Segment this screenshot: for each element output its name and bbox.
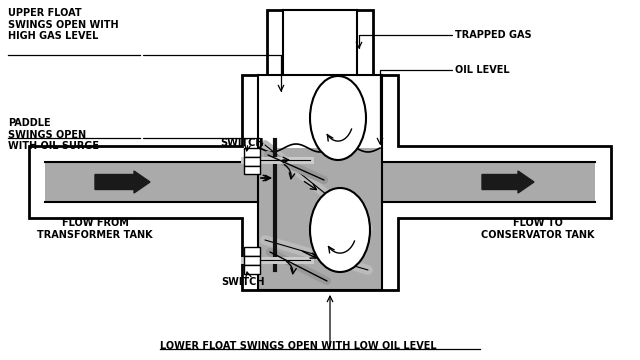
Polygon shape bbox=[244, 256, 260, 265]
Text: PADDLE
SWINGS OPEN
WITH OIL SURGE: PADDLE SWINGS OPEN WITH OIL SURGE bbox=[8, 118, 99, 151]
Text: OIL LEVEL: OIL LEVEL bbox=[455, 65, 509, 75]
FancyArrow shape bbox=[95, 171, 150, 193]
Polygon shape bbox=[29, 10, 611, 290]
Polygon shape bbox=[258, 75, 382, 148]
Text: SWITCH: SWITCH bbox=[220, 138, 264, 148]
Text: SWITCH: SWITCH bbox=[221, 277, 264, 287]
Polygon shape bbox=[244, 265, 260, 274]
Text: TRAPPED GAS: TRAPPED GAS bbox=[455, 30, 532, 40]
Text: UPPER FLOAT
SWINGS OPEN WITH
HIGH GAS LEVEL: UPPER FLOAT SWINGS OPEN WITH HIGH GAS LE… bbox=[8, 8, 118, 41]
Text: FLOW TO
CONSERVATOR TANK: FLOW TO CONSERVATOR TANK bbox=[481, 218, 595, 240]
Text: FLOW FROM
TRANSFORMER TANK: FLOW FROM TRANSFORMER TANK bbox=[37, 218, 153, 240]
Ellipse shape bbox=[310, 76, 366, 160]
Polygon shape bbox=[45, 162, 258, 202]
Polygon shape bbox=[244, 247, 260, 256]
Polygon shape bbox=[382, 162, 595, 202]
Polygon shape bbox=[244, 166, 260, 174]
Ellipse shape bbox=[310, 188, 370, 272]
Polygon shape bbox=[244, 148, 260, 157]
Text: LOWER FLOAT SWINGS OPEN WITH LOW OIL LEVEL: LOWER FLOAT SWINGS OPEN WITH LOW OIL LEV… bbox=[160, 341, 436, 351]
Polygon shape bbox=[283, 10, 357, 75]
Polygon shape bbox=[258, 148, 382, 290]
FancyArrow shape bbox=[482, 171, 534, 193]
Polygon shape bbox=[244, 157, 260, 166]
